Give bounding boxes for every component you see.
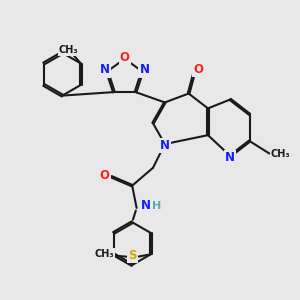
Text: O: O: [193, 63, 203, 76]
Text: N: N: [160, 139, 170, 152]
Text: H: H: [152, 202, 161, 212]
Text: O: O: [120, 51, 130, 64]
Text: CH₃: CH₃: [58, 45, 78, 55]
Text: N: N: [140, 64, 150, 76]
Text: CH₃: CH₃: [95, 249, 114, 259]
Text: O: O: [100, 169, 110, 182]
Text: N: N: [225, 151, 235, 164]
Text: S: S: [129, 249, 137, 262]
Text: CH₃: CH₃: [271, 148, 291, 159]
Text: N: N: [100, 64, 110, 76]
Text: N: N: [140, 199, 151, 212]
